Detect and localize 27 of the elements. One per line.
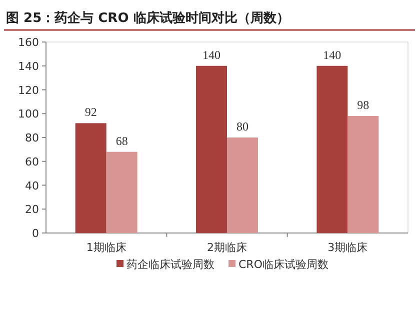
y-tick-label: 120 — [18, 84, 39, 97]
data-label: 80 — [236, 120, 248, 134]
data-label: 92 — [84, 105, 97, 120]
y-tick-label: 0 — [32, 227, 39, 240]
y-tick-label: 60 — [25, 155, 39, 168]
bar — [75, 123, 106, 233]
x-tick-label: 2期临床 — [207, 241, 247, 254]
y-tick-label: 40 — [25, 179, 39, 192]
chart-title: 图 25：药企与 CRO 临床试验时间对比（周数） — [6, 10, 290, 26]
y-tick-label: 140 — [18, 60, 39, 73]
bar — [106, 152, 138, 233]
bar — [348, 116, 379, 233]
data-label: 140 — [323, 48, 342, 62]
bar — [316, 66, 348, 233]
data-label: 140 — [202, 48, 220, 62]
bar — [227, 138, 258, 233]
legend-label: 药企临床试验周数 — [126, 258, 214, 271]
x-tick-label: 3期临床 — [328, 241, 368, 254]
x-tick-label: 1期临床 — [86, 241, 126, 254]
y-tick-label: 80 — [25, 132, 39, 144]
y-tick-label: 160 — [18, 36, 39, 49]
data-label: 98 — [357, 98, 370, 112]
bar — [196, 66, 227, 233]
data-label: 68 — [116, 134, 128, 148]
y-tick-label: 20 — [25, 203, 39, 216]
y-tick-label: 100 — [18, 108, 39, 121]
legend-label: CRO临床试验周数 — [238, 258, 328, 271]
